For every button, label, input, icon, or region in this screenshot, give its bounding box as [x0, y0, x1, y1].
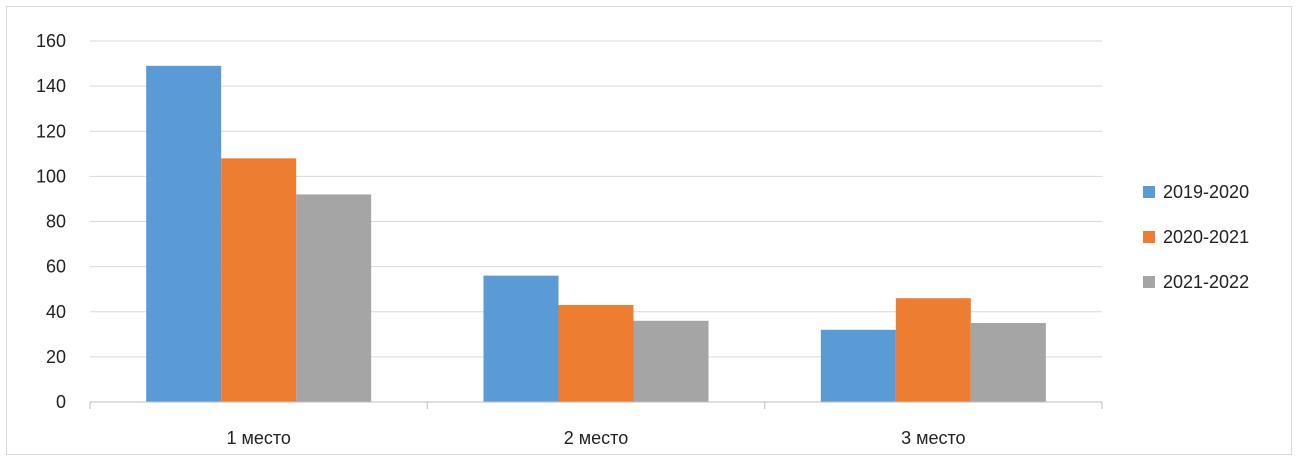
y-tick-label: 160: [36, 31, 66, 51]
y-tick-label: 60: [46, 257, 66, 277]
bar-2021-2022-1 место: [296, 194, 372, 402]
y-tick-label: 0: [56, 392, 66, 412]
y-tick-label: 120: [36, 121, 66, 141]
x-tick-label: 1 место: [226, 428, 290, 448]
bars: [146, 65, 1046, 402]
y-tick-label: 40: [46, 302, 66, 322]
y-tick-label: 20: [46, 347, 66, 367]
bar-2019-2020-2 место: [483, 275, 559, 402]
legend-label: 2020-2021: [1163, 227, 1249, 247]
x-tick-label: 3 место: [901, 428, 965, 448]
legend-label: 2019-2020: [1163, 182, 1249, 202]
bar-2019-2020-1 место: [146, 65, 222, 402]
bar-2021-2022-3 место: [970, 323, 1046, 402]
bar-2021-2022-2 место: [633, 320, 709, 402]
legend-swatch: [1143, 276, 1155, 288]
y-tick-label: 100: [36, 166, 66, 186]
x-tick-label: 2 место: [564, 428, 628, 448]
y-tick-label: 140: [36, 76, 66, 96]
bar-2020-2021-1 место: [221, 158, 297, 402]
legend-swatch: [1143, 186, 1155, 198]
legend-label: 2021-2022: [1163, 272, 1249, 292]
legend: 2019-2020 2020-2021 2021-2022: [1143, 182, 1249, 292]
bar-2019-2020-3 место: [820, 329, 896, 402]
bar-2020-2021-2 место: [558, 304, 634, 402]
legend-swatch: [1143, 231, 1155, 243]
axes: 0 20 40 60 80 100 120 140 160 1 место 2 место 3 мес…: [36, 31, 1103, 448]
y-tick-label: 80: [46, 212, 66, 232]
bar-2020-2021-3 место: [895, 298, 971, 402]
